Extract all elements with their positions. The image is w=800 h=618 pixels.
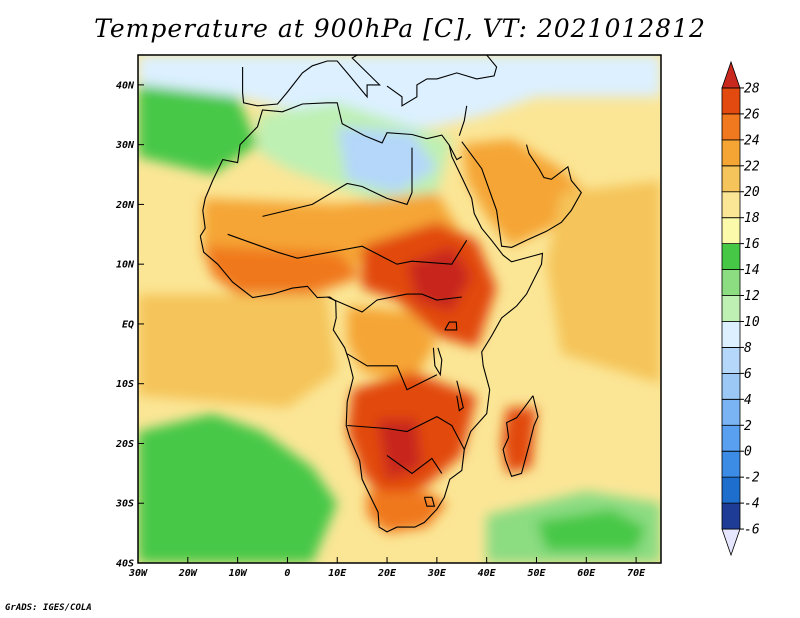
region-madagascar — [501, 407, 537, 474]
colorbar-label: 8 — [744, 341, 752, 356]
colorbar-segment — [721, 372, 741, 400]
coastline-7 — [432, 347, 443, 377]
coastline-0 — [199, 102, 544, 533]
coastline-11 — [227, 233, 468, 265]
lon-tick-label: 30W — [128, 568, 148, 579]
coastline-1 — [448, 144, 463, 161]
region-ocean-south-deep — [536, 509, 647, 551]
grads-credit: GrADS: IGES/COLA — [5, 603, 92, 613]
lon-tick-label: 70E — [627, 568, 646, 579]
lat-tick-label: 10N — [116, 260, 135, 271]
colorbar-segment — [721, 321, 741, 348]
colorbar-label: 26 — [744, 107, 760, 122]
lat-tick-label: 30S — [115, 499, 134, 510]
region-atlantic-north — [138, 84, 258, 175]
coastline-6 — [502, 395, 539, 477]
colorbar-segment — [721, 398, 741, 426]
lon-tick-label: 20E — [377, 568, 397, 579]
colorbar-label: 0 — [744, 445, 752, 460]
colorbar-label: 20 — [744, 185, 760, 200]
colorbar-segment — [721, 60, 741, 89]
lon-tick-label: 20W — [178, 568, 198, 579]
colorbar-label: 18 — [744, 211, 760, 226]
lon-tick-label: 10E — [328, 568, 347, 579]
coastline-9 — [456, 380, 464, 412]
colorbar-label: 14 — [744, 263, 760, 278]
colorbar-label: 16 — [744, 237, 760, 252]
lat-tick-label: 30N — [115, 140, 135, 151]
lon-tick-label: 30E — [427, 568, 447, 579]
colorbar-label: -2 — [744, 471, 760, 486]
colorbar-segment — [721, 165, 741, 193]
region-arabia — [461, 138, 587, 247]
map-panel: 30W 20W 10W 0 10E 20E 30E 40E 50E 60E 70E 40N 30N 20… — [115, 54, 662, 579]
coastline-13 — [346, 353, 438, 391]
colorbar-label: 2 — [744, 419, 752, 434]
region-central-core — [407, 246, 472, 312]
lat-tick-label: 20S — [115, 439, 134, 450]
map-title: Temperature at 900hPa [C], VT: 202101281… — [94, 14, 706, 43]
colorbar-label: 28 — [744, 81, 760, 96]
lat-tick-label: 20N — [115, 200, 135, 211]
lon-tick-label: 10W — [229, 568, 248, 579]
lat-tick-label: EQ — [122, 319, 134, 330]
colorbar-segment — [721, 243, 741, 270]
coastline-4 — [386, 55, 498, 107]
region-atlantic-south — [138, 413, 338, 563]
colorbar-segment — [721, 269, 741, 296]
coastline-8 — [444, 321, 458, 331]
colorbar-label: -4 — [744, 497, 760, 512]
lat-tick-label: 10S — [116, 379, 134, 390]
region-south-core — [377, 419, 422, 480]
colorbar-label: -6 — [744, 523, 760, 538]
temperature-field — [138, 55, 661, 563]
lon-tick-label: 40E — [478, 568, 497, 579]
region-europe-med — [138, 55, 661, 133]
colorbar-segment — [721, 528, 741, 557]
lon-tick-label: 60E — [577, 568, 596, 579]
colorbar-label: 12 — [744, 289, 760, 304]
coastline-16 — [423, 496, 436, 507]
colorbar-segment — [721, 139, 741, 167]
colorbar-segment — [721, 217, 741, 245]
colorbar-segment — [721, 113, 741, 141]
lon-tick-label: 50E — [527, 568, 546, 579]
latitude-axis: 40N 30N 20N 10N EQ 10S 20S 30S 40S — [115, 80, 144, 570]
colorbar-segment — [721, 450, 741, 478]
colorbar-label: 22 — [744, 159, 760, 174]
lat-tick-label: 40S — [116, 559, 134, 570]
colorbar-label: 6 — [744, 367, 752, 382]
region-south-cape — [367, 491, 447, 534]
coastline-12 — [327, 293, 462, 313]
region-equator-ocean — [138, 294, 338, 408]
coastline-15 — [386, 454, 443, 475]
colorbar-segment — [721, 476, 741, 504]
colorbar-segment — [721, 87, 741, 115]
region-west-africa-hot — [202, 246, 363, 295]
longitude-axis: 30W 20W 10W 0 10E 20E 30E 40E 50E 60E 70E — [128, 557, 646, 579]
coastlines — [199, 55, 582, 533]
region-congo — [347, 306, 437, 384]
colorbar-segment — [721, 502, 741, 530]
colorbar-segment — [721, 424, 741, 452]
lon-tick-label: 0 — [284, 568, 290, 579]
coastline-3 — [242, 55, 381, 107]
colorbar-label: 10 — [744, 315, 760, 330]
coastline-2 — [461, 141, 582, 248]
colorbar-segment — [721, 295, 741, 322]
coastline-5 — [458, 105, 468, 136]
colorbar-segment — [721, 347, 741, 374]
coastline-10 — [262, 147, 413, 217]
colorbar-segment — [721, 191, 741, 219]
region-india-ocean-east — [546, 180, 661, 384]
map-frame — [137, 54, 662, 564]
colorbar-label: 4 — [744, 393, 752, 408]
colorbar-label: 24 — [744, 133, 760, 148]
coastline-14 — [347, 415, 465, 450]
lat-tick-label: 40N — [116, 80, 135, 91]
